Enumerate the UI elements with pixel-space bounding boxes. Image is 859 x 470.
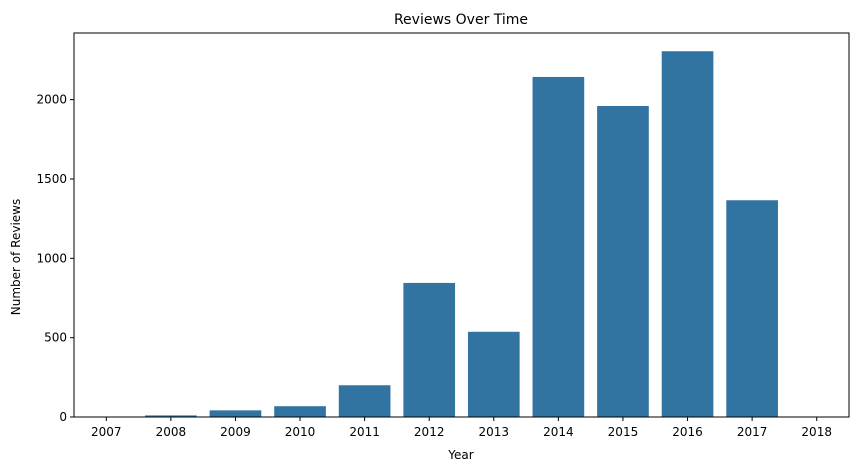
x-tick-label-2007: 2007 [91,425,122,439]
plot-area: 0 500 1000 1500 2000 2007 2008 2009 2010 2011 2012… [36,32,850,439]
bar-2012 [403,282,456,417]
x-tick-label-2008: 2008 [156,425,187,439]
y-axis-label: Number of Reviews [9,199,23,315]
x-tick-label-2009: 2009 [220,425,251,439]
chart-title: Reviews Over Time [394,12,528,28]
x-tick-label-2014: 2014 [543,425,574,439]
x-axis-label: Year [447,448,473,462]
bar-2014 [532,76,585,417]
x-tick-label-2010: 2010 [285,425,316,439]
axes-frame [73,32,850,418]
y-tick-label-500: 500 [44,331,67,345]
bar-2010 [274,406,326,417]
bar-2013 [467,331,520,417]
x-tick-label-2011: 2011 [349,425,380,439]
bar-2009 [209,410,262,417]
bar-2016 [661,51,714,417]
x-tick-label-2016: 2016 [672,425,703,439]
bar-2011 [338,385,391,417]
y-tick-label-1000: 1000 [36,251,67,265]
y-tick-label-0: 0 [59,410,67,424]
y-tick-label-2000: 2000 [36,93,67,107]
x-tick-label-2017: 2017 [737,425,768,439]
bar-2017 [726,200,778,417]
x-tick-label-2012: 2012 [414,425,445,439]
bar-2008 [145,415,197,417]
x-tick-label-2018: 2018 [801,425,832,439]
x-tick-label-2013: 2013 [479,425,510,439]
bar-2015 [597,105,649,418]
y-tick-label-1500: 1500 [36,172,67,186]
x-tick-label-2015: 2015 [608,425,639,439]
